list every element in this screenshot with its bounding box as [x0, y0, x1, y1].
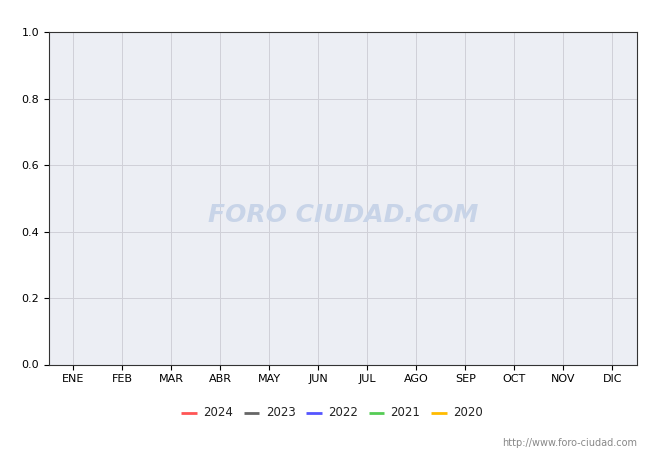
- Text: 2024: 2024: [203, 406, 233, 419]
- Text: 2020: 2020: [453, 406, 483, 419]
- Text: 2022: 2022: [328, 406, 358, 419]
- Text: 2021: 2021: [391, 406, 421, 419]
- Text: FORO CIUDAD.COM: FORO CIUDAD.COM: [208, 203, 478, 227]
- Text: 2023: 2023: [266, 406, 296, 419]
- Text: Matriculaciones de Vehiculos en Castil de Peones: Matriculaciones de Vehiculos en Castil d…: [121, 7, 529, 25]
- Text: http://www.foro-ciudad.com: http://www.foro-ciudad.com: [502, 438, 637, 448]
